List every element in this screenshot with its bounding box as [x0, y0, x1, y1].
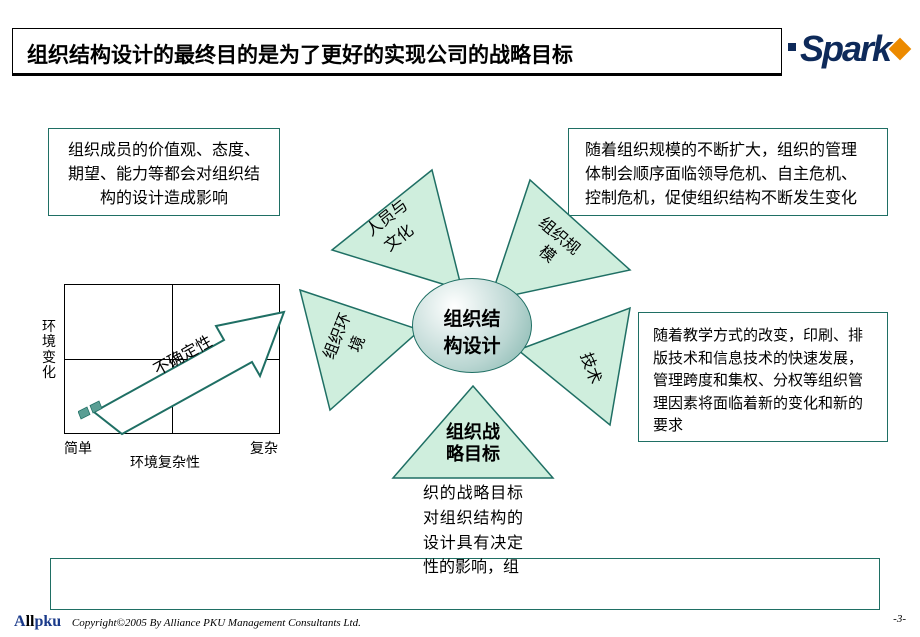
- note-box-mid-right: 随着教学方式的改变，印刷、排版技术和信息技术的快速发展，管理跨度和集权、分权等组…: [638, 312, 888, 442]
- note-box-top-left: 组织成员的价值观、态度、期望、能力等都会对组织结构的设计造成影响: [48, 128, 280, 216]
- triangle-bottom-label-l2: 略目标: [393, 444, 553, 466]
- footer: Allpku Copyright©2005 By Alliance PKU Ma…: [14, 613, 906, 631]
- quadrant-y-label: 环境变化: [42, 320, 62, 382]
- quadrant-x-left: 简单: [64, 438, 92, 458]
- overflow-text: 织的战略目标对组织结构的设计具有决定性的影响，组: [423, 482, 523, 581]
- center-circle: 组织结 构设计: [412, 278, 532, 373]
- arrow-tail-bars-icon: [78, 392, 108, 422]
- slide-title: 组织结构设计的最终目的是为了更好的实现公司的战略目标: [12, 28, 782, 74]
- quadrant-x-center: 环境复杂性: [130, 452, 200, 472]
- copyright-text: Copyright©2005 By Alliance PKU Managemen…: [72, 617, 361, 629]
- center-label-l2: 构设计: [413, 331, 531, 358]
- triangle-org-strategy: 组织战 略目标: [393, 386, 553, 476]
- triangle-bottom-label-l1: 组织战: [393, 422, 553, 444]
- page-number: -3-: [893, 613, 906, 625]
- quadrant-x-right: 复杂: [250, 438, 278, 458]
- allpku-logo: Allpku: [14, 613, 61, 630]
- spark-logo: Spark: [788, 28, 908, 70]
- center-label-l1: 组织结: [413, 304, 531, 331]
